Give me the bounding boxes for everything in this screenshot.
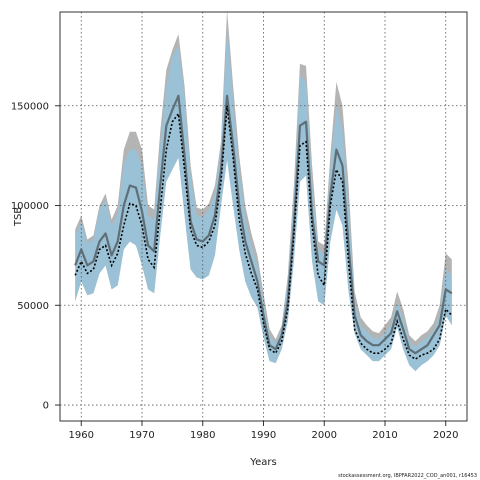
y-tick-label-50000: 50000 <box>17 301 49 312</box>
x-tick-label-1980: 1980 <box>190 430 215 441</box>
series-2-line <box>74 105 453 361</box>
x-tick-label-1970: 1970 <box>129 430 154 441</box>
y-axis-title: TSB <box>13 207 24 227</box>
confidence-bands <box>75 10 452 372</box>
footnote-credit: stockassessment.org, IBPFAR2022_COD_an00… <box>338 473 477 479</box>
x-axis-title: Years <box>249 457 276 468</box>
y-tick-label-0: 0 <box>43 401 49 412</box>
x-tick-label-2010: 2010 <box>372 430 397 441</box>
series-1-line <box>74 94 453 355</box>
x-tick-label-1990: 1990 <box>251 430 276 441</box>
y-tick-label-150000: 150000 <box>11 101 49 112</box>
y-tick-label-100000: 100000 <box>11 201 49 212</box>
series-2-band <box>75 25 452 372</box>
series-lines <box>74 94 453 361</box>
x-tick-label-2000: 2000 <box>312 430 337 441</box>
y-axis-ticks: 0 50000 100000 150000 <box>11 101 60 412</box>
x-tick-label-1960: 1960 <box>69 430 94 441</box>
x-tick-label-2020: 2020 <box>433 430 458 441</box>
x-axis-ticks: 1960 1970 1980 1990 2000 2010 2020 <box>69 421 458 441</box>
